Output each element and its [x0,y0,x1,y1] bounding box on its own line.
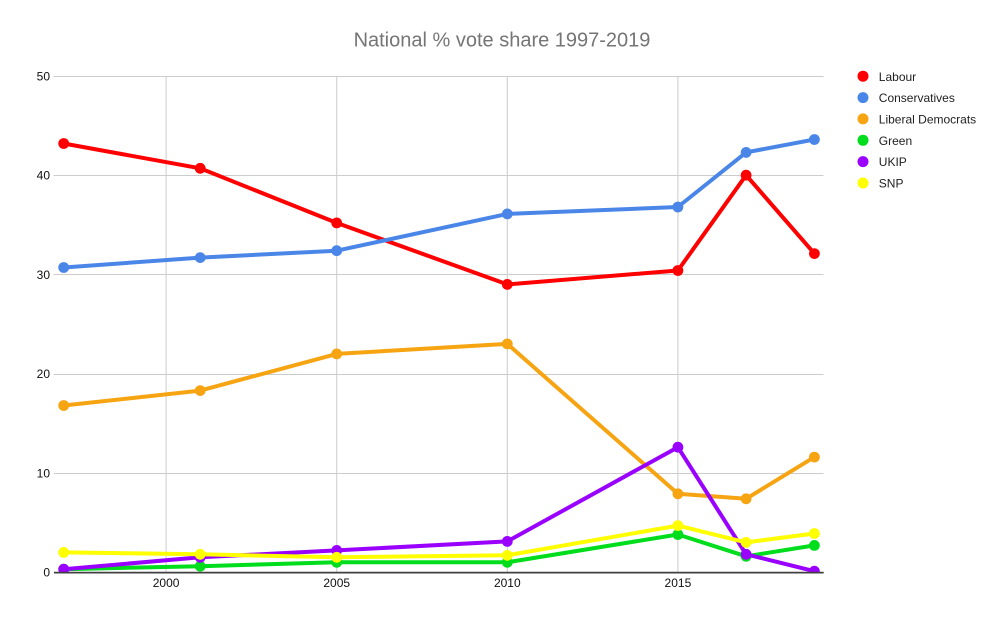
svg-text:Labour: Labour [879,70,916,84]
svg-text:20: 20 [37,367,51,381]
svg-text:2005: 2005 [323,576,350,590]
svg-text:30: 30 [37,268,51,282]
svg-text:Liberal Democrats: Liberal Democrats [879,113,976,127]
svg-text:2015: 2015 [665,576,692,590]
svg-text:2010: 2010 [494,576,521,590]
svg-text:SNP: SNP [879,177,904,191]
svg-text:National % vote share 1997-201: National % vote share 1997-2019 [354,29,651,51]
svg-text:2000: 2000 [153,576,180,590]
svg-text:UKIP: UKIP [879,155,907,169]
svg-text:10: 10 [37,467,51,481]
svg-text:40: 40 [37,169,51,183]
svg-text:0: 0 [43,566,50,580]
svg-text:Conservatives: Conservatives [879,91,955,105]
svg-text:50: 50 [37,70,51,84]
svg-text:Green: Green [879,134,912,148]
